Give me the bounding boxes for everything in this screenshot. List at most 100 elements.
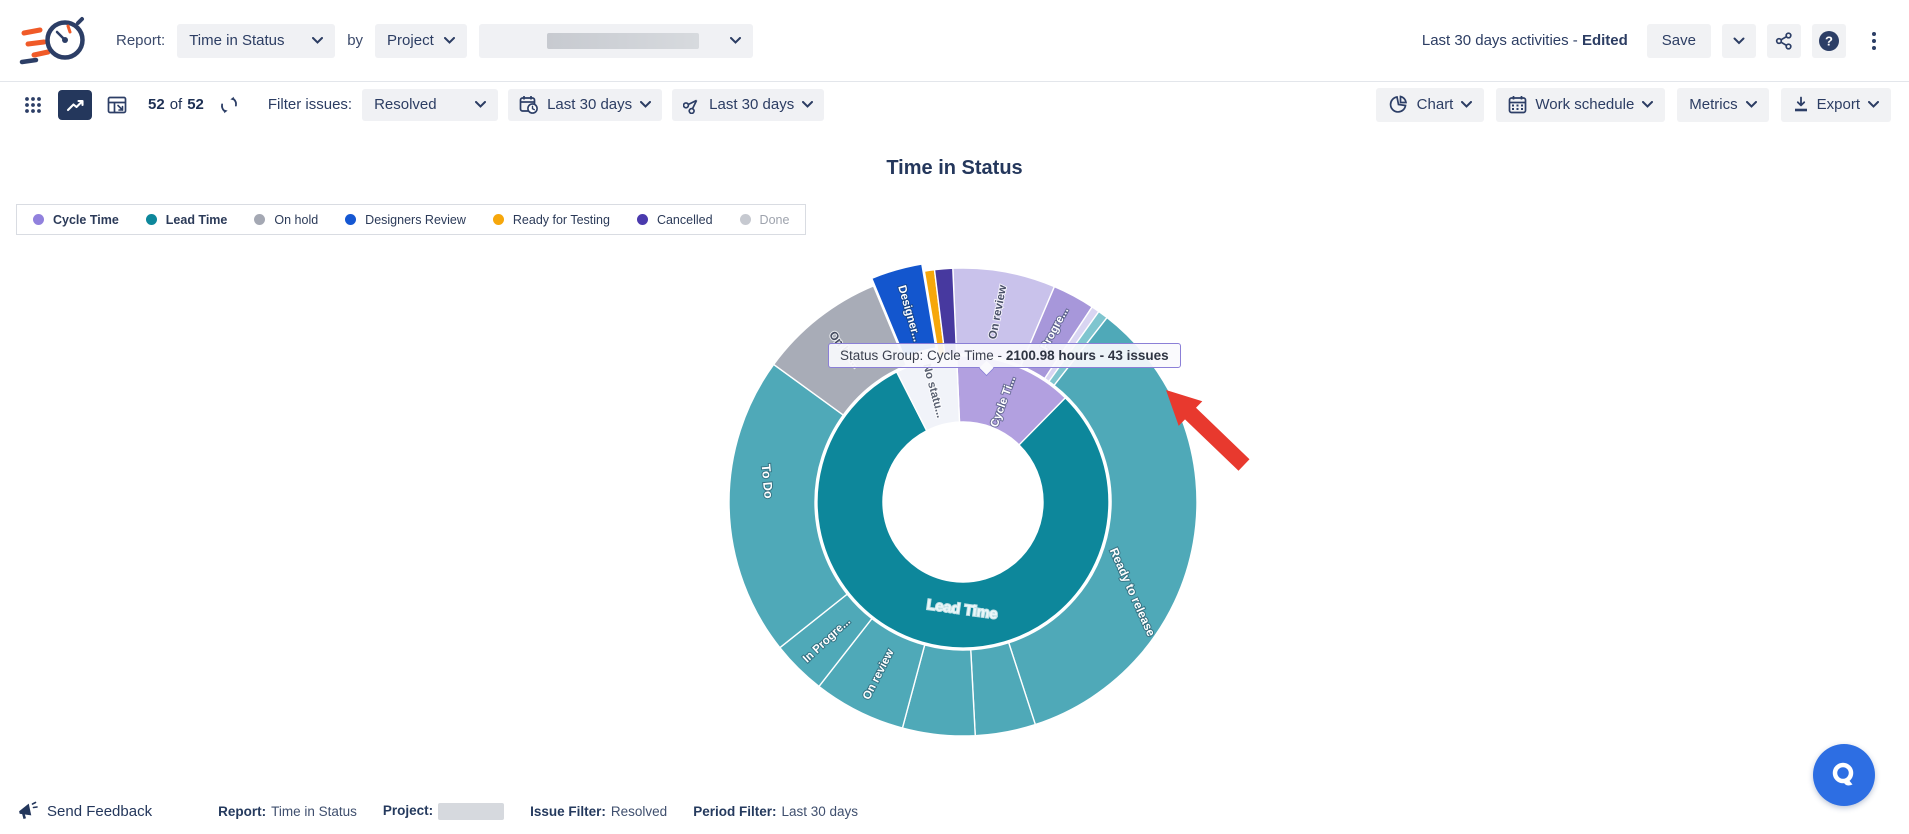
chevron-down-icon: [1745, 101, 1757, 108]
work-schedule-label: Work schedule: [1535, 96, 1635, 113]
issue-filter-value: Resolved: [374, 96, 437, 113]
trim-period-value: Last 30 days: [709, 96, 795, 113]
top-bar-right: Last 30 days activities - Edited Save ?: [1421, 23, 1891, 58]
summary-project: Project:: [383, 802, 505, 820]
work-schedule-button[interactable]: Work schedule: [1496, 87, 1666, 122]
toolbar: 52 of 52 Filter issues: Resolved: [0, 82, 1909, 127]
refresh-icon: [220, 96, 237, 113]
grid-dots-icon: [25, 96, 41, 113]
legend-dot-icon: [145, 214, 157, 225]
chevron-down-icon: [1868, 101, 1879, 108]
legend-item-designers-review[interactable]: Designers Review: [345, 213, 466, 227]
legend-dot-icon: [636, 214, 648, 225]
legend-dot-icon: [492, 214, 504, 225]
metrics-button[interactable]: Metrics: [1677, 87, 1769, 122]
chart-view-button[interactable]: [58, 89, 92, 120]
legend-label: Designers Review: [365, 212, 466, 227]
chevron-down-icon: [312, 37, 324, 44]
project-select[interactable]: [479, 23, 754, 58]
chart-tooltip: Status Group: Cycle Time - 2100.98 hours…: [828, 343, 1181, 376]
trim-period-select[interactable]: Last 30 days: [672, 88, 825, 121]
top-bar-left: Report: Time in Status by Project: [18, 13, 754, 69]
legend-item-done[interactable]: Done: [739, 213, 789, 227]
report-label: Report:: [116, 32, 166, 49]
chevron-down-icon: [802, 101, 814, 108]
svg-text:?: ?: [1825, 33, 1833, 48]
tooltip-text: Status Group: Cycle Time -: [840, 348, 1006, 363]
date-range-value: Last 30 days: [547, 96, 633, 113]
chevron-down-icon: [1461, 101, 1473, 108]
date-range-select[interactable]: Last 30 days: [508, 88, 663, 121]
activities-status: Last 30 days activities - Edited: [1421, 32, 1628, 49]
refresh-button[interactable]: [214, 90, 244, 120]
legend-dot-icon: [254, 214, 266, 225]
project-select-redacted-value: [547, 32, 700, 49]
report-type-select[interactable]: Time in Status: [177, 23, 336, 58]
group-by-select[interactable]: Project: [375, 23, 468, 58]
toolbar-right: Chart Work schedule: [1375, 87, 1891, 122]
share-button[interactable]: [1767, 23, 1801, 58]
legend-item-cancelled[interactable]: Cancelled: [636, 212, 713, 227]
legend-item-ready-for-testing[interactable]: Ready for Testing: [492, 212, 610, 227]
help-button[interactable]: ?: [1812, 23, 1846, 58]
issue-count: 52 of 52: [148, 96, 204, 113]
search-fab-button[interactable]: [1813, 744, 1875, 806]
report-type-value: Time in Status: [189, 32, 285, 49]
grid-view-button[interactable]: [18, 90, 48, 120]
legend-item-on-hold[interactable]: On hold: [254, 213, 318, 227]
redacted-value: [438, 802, 505, 820]
legend-label: On hold: [274, 212, 319, 227]
chevron-down-icon: [1642, 101, 1654, 108]
pivot-view-button[interactable]: [102, 90, 132, 120]
chart-title: Time in Status: [886, 157, 1023, 179]
summary-period-filter: Period Filter: Last 30 days: [693, 803, 859, 819]
trend-chart-icon: [66, 99, 84, 112]
legend-dot-icon: [345, 214, 357, 225]
search-bubble-icon: [1832, 762, 1854, 786]
legend-label: Lead Time: [165, 212, 228, 227]
chevron-down-icon: [730, 37, 742, 44]
legend-item-cycle-time[interactable]: Cycle Time: [33, 213, 119, 227]
sunburst-segment-lead-time[interactable]: [816, 370, 1110, 649]
calendar-icon: [1509, 96, 1527, 114]
by-label: by: [347, 32, 364, 49]
toolbar-left: 52 of 52 Filter issues: Resolved: [18, 88, 825, 121]
kebab-icon: [1872, 31, 1876, 50]
summary-issue-filter: Issue Filter: Resolved: [530, 803, 668, 819]
header-divider: [0, 81, 1909, 82]
pivot-table-icon: [107, 96, 127, 113]
sunburst-segment-to-do[interactable]: [728, 363, 849, 649]
save-button[interactable]: Save: [1646, 23, 1711, 58]
group-by-value: Project: [387, 32, 434, 49]
more-menu-button[interactable]: [1857, 24, 1891, 58]
save-options-button[interactable]: [1722, 23, 1756, 58]
footer: Send Feedback Report: Time in Status Proje…: [16, 796, 1896, 826]
issue-filter-select[interactable]: Resolved: [362, 88, 499, 121]
chevron-down-icon: [640, 101, 652, 108]
export-label: Export: [1816, 96, 1860, 113]
app-logo-stopwatch-icon: [18, 13, 90, 69]
calendar-clock-icon: [519, 95, 538, 114]
metrics-label: Metrics: [1689, 96, 1738, 113]
chevron-down-icon: [1733, 37, 1745, 44]
filter-issues-label: Filter issues:: [267, 96, 353, 113]
legend-label: Cancelled: [656, 212, 713, 227]
top-bar: Report: Time in Status by Project Last 3…: [0, 0, 1909, 81]
legend-label: Ready for Testing: [512, 212, 610, 227]
sunburst-segment-ready-to-release[interactable]: [1007, 316, 1198, 726]
legend-dot-icon: [739, 214, 751, 225]
export-button[interactable]: Export: [1780, 87, 1891, 122]
legend-dot-icon: [33, 214, 44, 225]
chevron-down-icon: [475, 101, 487, 108]
annotation-arrow: [1166, 390, 1250, 471]
chevron-down-icon: [444, 37, 456, 44]
chart-type-button[interactable]: Chart: [1375, 87, 1485, 122]
scissors-icon: [683, 99, 698, 114]
legend-item-lead-time[interactable]: Lead Time: [145, 212, 228, 227]
download-icon: [1794, 96, 1807, 112]
send-feedback-link[interactable]: Send Feedback: [16, 800, 152, 822]
megaphone-icon: [19, 801, 38, 819]
question-icon: ?: [1819, 30, 1839, 51]
